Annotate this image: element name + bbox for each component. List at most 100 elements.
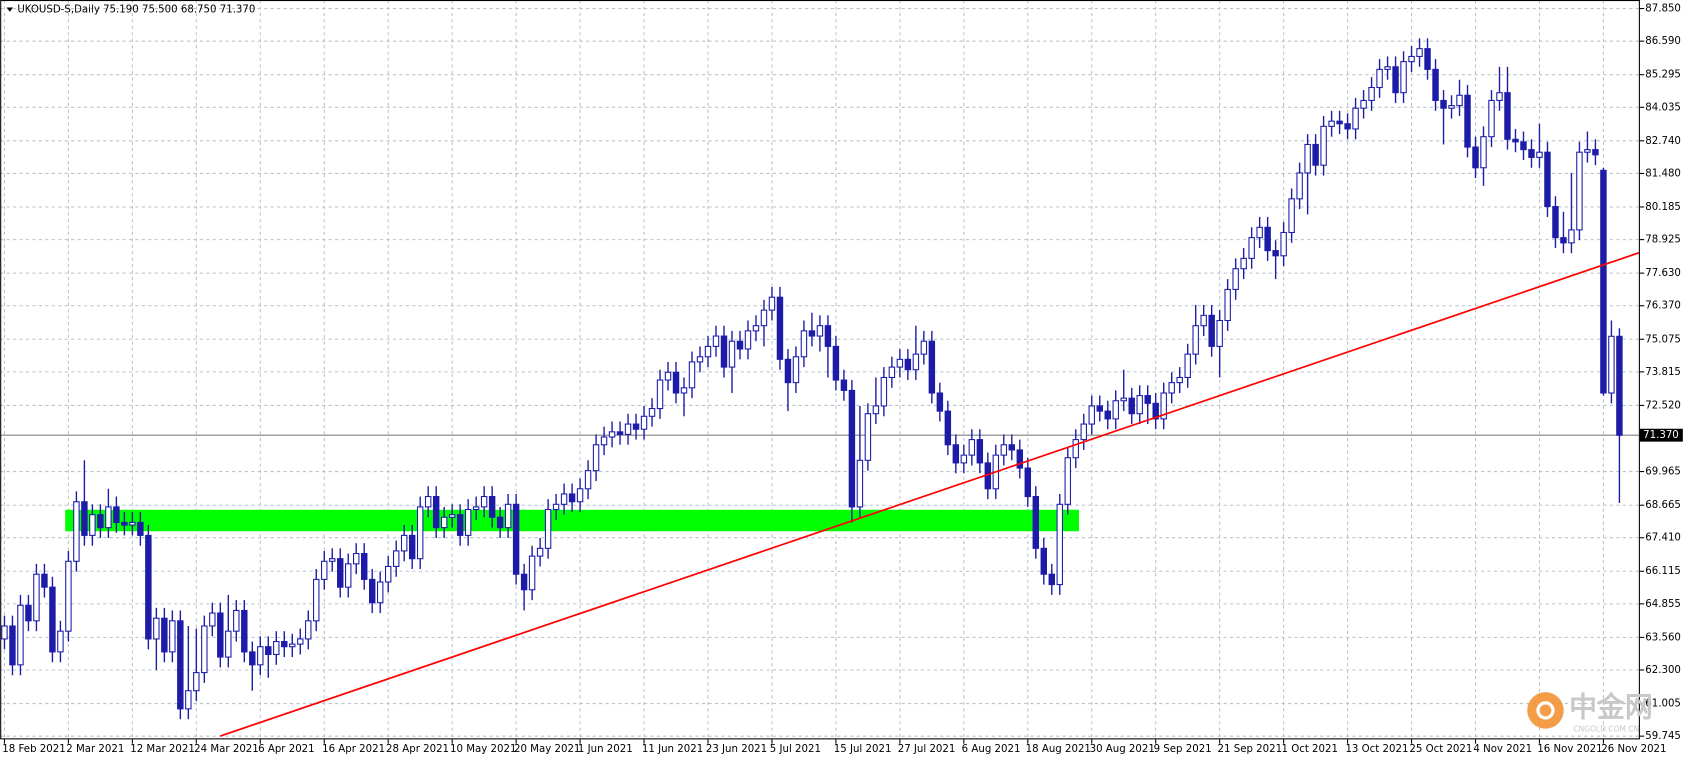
x-tick-label: 30 Aug 2021 xyxy=(1090,744,1155,755)
candle-body xyxy=(1488,99,1495,138)
menu-arrow[interactable] xyxy=(6,7,14,12)
y-tick-label: 82.740 xyxy=(1645,136,1681,147)
candle-body xyxy=(1472,146,1479,169)
candle-body xyxy=(368,578,376,604)
candle-body xyxy=(744,330,752,350)
candle-body xyxy=(920,340,928,355)
candle-body xyxy=(1264,226,1271,252)
x-tick-label: 26 Nov 2021 xyxy=(1601,744,1666,755)
candle-body xyxy=(209,612,216,627)
candle-body xyxy=(512,503,520,575)
candle-body xyxy=(153,617,160,640)
candle-body xyxy=(1272,250,1279,257)
candle-body xyxy=(33,573,40,622)
candle-body xyxy=(712,335,720,347)
candle-body xyxy=(1384,66,1391,70)
candle-body xyxy=(1216,319,1223,347)
candle-body xyxy=(49,586,56,653)
watermark-logo xyxy=(1527,692,1564,729)
y-tick-label: 72.520 xyxy=(1645,400,1681,411)
candle-body xyxy=(1528,149,1535,158)
candle-body xyxy=(600,436,608,446)
y-tick-label: 68.665 xyxy=(1645,500,1681,511)
y-tick-label: 67.410 xyxy=(1645,533,1681,544)
x-tick-label: 6 Aug 2021 xyxy=(962,744,1021,755)
candle-body xyxy=(1616,335,1623,436)
candle-body xyxy=(904,358,912,371)
y-tick-label: 80.185 xyxy=(1645,202,1681,213)
y-tick-label: 62.300 xyxy=(1645,665,1681,676)
y-tick-label: 61.005 xyxy=(1645,699,1681,710)
y-tick-label: 86.590 xyxy=(1645,36,1681,47)
candle-body xyxy=(1336,120,1343,125)
x-tick-label: 16 Nov 2021 xyxy=(1537,744,1602,755)
candle-body xyxy=(520,573,528,591)
candle-body xyxy=(241,609,248,653)
y-tick-label: 77.630 xyxy=(1645,268,1681,279)
candle-body xyxy=(776,296,784,360)
candle-body xyxy=(592,444,600,472)
candle-body xyxy=(41,573,48,588)
candle-body xyxy=(976,439,984,464)
candle-body xyxy=(1152,402,1159,420)
candle-body xyxy=(416,506,424,560)
candle-body xyxy=(1360,99,1367,109)
candle-body xyxy=(1560,237,1567,244)
candle-body xyxy=(584,470,592,490)
watermark-text: 中金网 xyxy=(1569,690,1653,723)
candle-body xyxy=(424,496,432,508)
y-tick-label: 87.850 xyxy=(1645,4,1681,15)
candle-body xyxy=(1344,123,1351,130)
candle-body xyxy=(193,672,200,692)
candle-body xyxy=(337,558,344,588)
candle-body xyxy=(1160,392,1167,420)
candle-body xyxy=(9,625,16,666)
candle-body xyxy=(1000,444,1008,456)
candle-body xyxy=(680,387,688,394)
candle-body xyxy=(1504,92,1511,140)
x-tick-label: 28 Apr 2021 xyxy=(386,744,449,755)
candle-body xyxy=(265,646,272,656)
x-tick-label: 20 May 2021 xyxy=(514,744,580,755)
candle-body xyxy=(1096,405,1103,412)
candle-body xyxy=(576,488,584,503)
candle-body xyxy=(1312,143,1319,166)
y-tick-label: 64.855 xyxy=(1645,599,1681,610)
candle-body xyxy=(400,534,408,552)
candle-body xyxy=(1392,66,1399,94)
candle-body xyxy=(1024,467,1032,498)
candle-body xyxy=(800,330,808,358)
candle-body xyxy=(856,459,864,508)
candle-body xyxy=(688,361,696,389)
candle-body xyxy=(568,493,576,503)
candle-body xyxy=(217,612,224,658)
candle-body xyxy=(624,423,632,435)
candle-body xyxy=(1432,68,1439,101)
x-tick-label: 12 Mar 2021 xyxy=(130,744,195,755)
candle-body xyxy=(273,640,280,656)
candle-body xyxy=(696,356,704,363)
candle-body xyxy=(528,555,536,591)
candle-body xyxy=(145,534,152,640)
candle-body xyxy=(1192,325,1199,355)
candle-body xyxy=(289,643,296,648)
candle-body xyxy=(105,506,112,529)
candle-body xyxy=(17,604,24,666)
candle-body xyxy=(1280,231,1287,257)
candle-body xyxy=(440,516,448,529)
candle-body xyxy=(129,521,136,526)
candle-body xyxy=(1512,138,1519,143)
candle-body xyxy=(1424,48,1431,70)
candle-body xyxy=(1320,125,1327,166)
candle-body xyxy=(1128,397,1135,415)
candle-body xyxy=(169,620,176,653)
candle-body xyxy=(281,640,288,648)
candle-body xyxy=(880,376,888,407)
x-tick-label: 5 Jul 2021 xyxy=(770,744,821,755)
candle-body xyxy=(121,521,128,526)
candle-body xyxy=(1200,314,1207,327)
candle-body xyxy=(616,431,624,435)
candle-body xyxy=(1,625,8,640)
candle-body xyxy=(97,514,104,529)
candle-body xyxy=(944,410,952,446)
